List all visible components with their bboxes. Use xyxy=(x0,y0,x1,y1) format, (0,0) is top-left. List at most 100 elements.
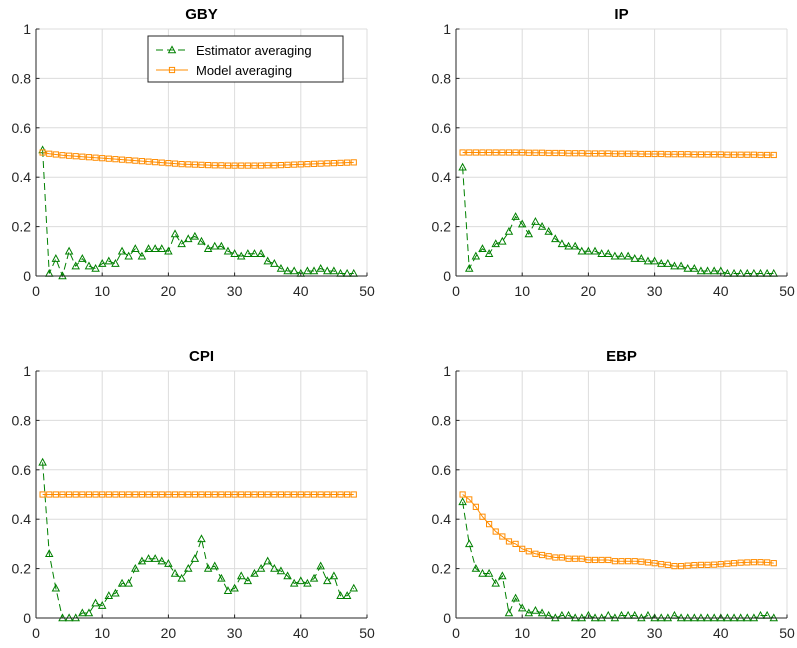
data-point-square xyxy=(671,563,678,570)
x-tick-label: 20 xyxy=(161,283,177,299)
data-point-triangle xyxy=(570,241,580,250)
data-point-square xyxy=(757,151,764,159)
data-point-triangle xyxy=(478,244,487,253)
data-point-square xyxy=(158,159,165,166)
data-point-square xyxy=(297,491,304,498)
data-point-square xyxy=(724,560,731,567)
data-point-triangle xyxy=(504,608,514,617)
data-point-square xyxy=(552,149,559,157)
x-tick-label: 30 xyxy=(227,625,243,641)
y-tick-label: 1 xyxy=(443,21,451,37)
data-point-square xyxy=(145,158,152,165)
data-point-square xyxy=(492,149,499,156)
x-tick-label: 20 xyxy=(581,625,597,641)
data-point-triangle xyxy=(144,244,153,253)
data-point-square xyxy=(165,491,172,498)
data-point-triangle xyxy=(44,549,54,557)
data-point-triangle xyxy=(471,563,481,572)
data-point-square xyxy=(572,150,579,157)
data-point-triangle xyxy=(316,263,325,272)
data-point-square xyxy=(284,491,291,498)
data-point-square xyxy=(211,162,218,169)
data-point-square xyxy=(85,154,93,161)
data-point-triangle xyxy=(336,591,345,599)
data-point-square xyxy=(79,491,86,498)
data-point-triangle xyxy=(84,608,94,617)
data-point-triangle xyxy=(236,571,246,580)
data-point-square xyxy=(125,157,132,164)
chart-panel-gby: 0 10 20 30 40 50 0 0.2 0.4 0.6 0.8 1 GBY Estimator av… xyxy=(12,6,375,299)
data-point-triangle xyxy=(683,263,692,272)
data-point-square xyxy=(218,491,225,498)
data-point-triangle xyxy=(243,576,253,585)
data-point-triangle xyxy=(551,234,560,243)
data-point-square xyxy=(525,548,532,555)
data-point-triangle xyxy=(491,239,500,248)
data-point-square xyxy=(625,150,632,157)
data-point-triangle xyxy=(223,586,233,595)
data-point-square xyxy=(171,491,179,498)
data-point-square xyxy=(39,149,46,156)
data-point-square xyxy=(697,151,705,158)
data-point-square xyxy=(525,149,532,156)
data-point-triangle xyxy=(104,591,114,599)
data-point-triangle xyxy=(524,608,534,617)
data-point-square xyxy=(757,559,764,566)
data-point-square xyxy=(697,561,705,568)
data-point-square xyxy=(205,491,212,498)
data-point-square xyxy=(291,161,298,168)
data-point-square xyxy=(257,162,265,169)
data-point-square xyxy=(52,151,59,158)
data-point-triangle xyxy=(177,239,186,248)
data-point-square xyxy=(684,562,691,569)
data-point-triangle xyxy=(38,457,47,466)
x-tick-label: 0 xyxy=(452,625,460,641)
data-point-triangle xyxy=(617,251,626,260)
y-tick-label: 1 xyxy=(23,363,31,379)
data-point-square xyxy=(651,560,658,567)
y-tick-label: 0.2 xyxy=(12,219,32,235)
data-point-square xyxy=(770,151,777,159)
y-tick-label: 0.6 xyxy=(432,120,452,136)
plot-area xyxy=(456,371,787,618)
y-tick-label: 0.6 xyxy=(12,120,32,136)
data-point-triangle xyxy=(329,571,339,580)
data-point-triangle xyxy=(703,266,712,275)
data-point-triangle xyxy=(203,563,213,572)
data-point-square xyxy=(224,162,232,169)
data-point-triangle xyxy=(650,256,659,265)
data-point-triangle xyxy=(303,578,312,587)
data-point-triangle xyxy=(203,244,213,253)
data-point-square xyxy=(350,491,357,498)
x-tick-label: 20 xyxy=(581,283,597,299)
data-point-square xyxy=(472,149,479,156)
x-tick-label: 10 xyxy=(514,283,530,299)
data-point-square xyxy=(178,161,185,168)
data-point-square xyxy=(565,150,572,157)
x-tick-label: 40 xyxy=(293,283,309,299)
data-point-square xyxy=(730,151,738,158)
data-point-square xyxy=(277,161,285,169)
data-point-triangle xyxy=(97,601,107,609)
data-point-triangle xyxy=(210,561,220,570)
data-point-triangle xyxy=(498,571,507,580)
data-point-square xyxy=(224,491,232,498)
data-point-triangle xyxy=(263,256,272,265)
data-point-square xyxy=(512,149,519,156)
data-point-triangle xyxy=(283,571,292,580)
data-point-square xyxy=(598,150,605,157)
data-point-square xyxy=(118,491,126,498)
data-point-square xyxy=(671,151,678,158)
data-point-square xyxy=(138,158,146,165)
data-point-triangle xyxy=(270,563,279,572)
data-point-square xyxy=(264,162,271,169)
data-point-square xyxy=(466,496,473,503)
series-line-1 xyxy=(462,494,774,567)
data-point-square xyxy=(750,151,757,158)
data-point-triangle xyxy=(557,239,567,248)
data-point-square xyxy=(466,149,473,156)
data-point-triangle xyxy=(690,263,699,272)
data-point-triangle xyxy=(498,236,507,245)
x-tick-label: 30 xyxy=(227,283,243,299)
chart-panel-cpi: 0 10 20 30 40 50 0 0.2 0.4 0.6 0.8 1 CPI xyxy=(12,348,375,641)
